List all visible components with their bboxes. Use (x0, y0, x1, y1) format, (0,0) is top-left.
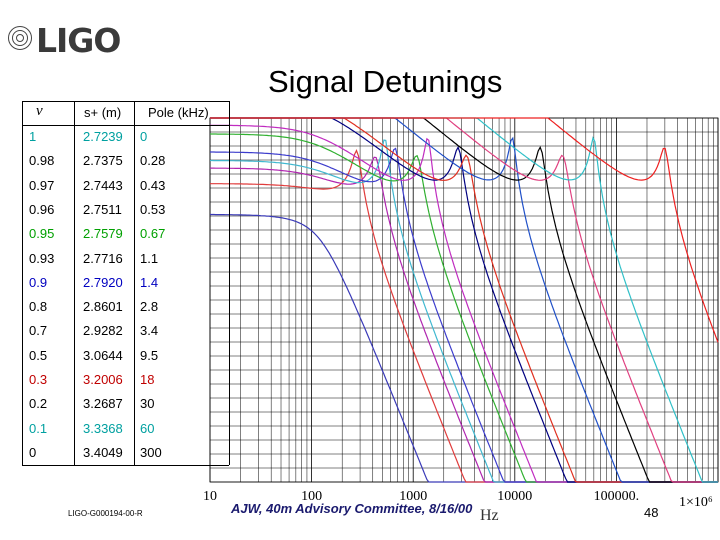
cell-splus: 2.8601 (83, 299, 123, 315)
cell-splus: 2.7375 (83, 153, 123, 169)
cell-splus: 2.7716 (83, 250, 123, 266)
cell-pole: 60 (140, 420, 155, 436)
cell-pole: 0.67 (140, 226, 166, 242)
cell-pole: 2.8 (140, 299, 159, 315)
table-row: 0.98 2.7375 0.28 (22, 149, 229, 173)
cell-nu: 0.1 (29, 420, 48, 436)
cell-pole: 1.1 (140, 250, 159, 266)
table-row: 0.2 3.2687 30 (22, 392, 229, 416)
cell-splus: 3.4049 (83, 444, 123, 460)
cell-nu: 0.96 (29, 201, 55, 217)
cell-pole: 30 (140, 396, 155, 412)
page-number: 48 (644, 505, 659, 520)
x-tick-label: 10000 (497, 489, 532, 504)
cell-splus: 2.7443 (83, 177, 123, 193)
cell-nu: 0.2 (29, 396, 48, 412)
table-row: 0 3.4049 300 (22, 441, 229, 465)
cell-nu: 1 (29, 129, 37, 144)
table-row: 0.95 2.7579 0.67 (22, 222, 229, 246)
table-rule (22, 125, 229, 126)
cell-pole: 18 (140, 372, 155, 387)
cell-splus: 3.2006 (83, 372, 123, 387)
x-tick-label: 100 (301, 489, 322, 504)
x-axis-unit: Hz (480, 507, 499, 524)
cell-pole: 3.4 (140, 323, 159, 339)
cell-nu: 0.9 (29, 274, 48, 290)
x-tick-label: 100000. (594, 489, 640, 504)
header-splus: s+ (m) (84, 105, 122, 120)
x-axis-tick-labels: 10 100 1000 10000 100000. (203, 489, 639, 504)
header-pole: Pole (kHz) (148, 105, 209, 120)
slide-title: Signal Detunings (268, 64, 503, 99)
cell-nu: 0.93 (29, 250, 55, 266)
cell-splus: 3.0644 (83, 347, 123, 363)
table-column-rule (22, 101, 23, 466)
header-nu: ν (36, 103, 43, 119)
cell-nu: 0.5 (29, 347, 48, 363)
cell-nu: 0.8 (29, 299, 48, 315)
table-rule (22, 465, 229, 467)
x-tick-label-1e6: 1×10⁶ (679, 495, 713, 510)
cell-pole: 0 (140, 129, 148, 144)
table-row: 0.3 3.2006 18 (22, 368, 229, 392)
cell-splus: 2.7511 (83, 201, 122, 217)
ligo-logo-text: LIGO (36, 20, 121, 60)
ligo-logo: LIGO (6, 20, 121, 60)
cell-nu: 0.3 (29, 372, 48, 387)
chart-grid (209, 117, 719, 483)
cell-nu: 0.97 (29, 177, 55, 193)
x-tick-label: 1000 (399, 489, 427, 504)
table-row: 0.97 2.7443 0.43 (22, 174, 229, 198)
cell-pole: 1.4 (140, 274, 159, 290)
chart-curves (209, 117, 719, 483)
cell-pole: 0.43 (140, 177, 166, 193)
cell-splus: 3.2687 (83, 396, 123, 412)
table-row: 0.96 2.7511 0.53 (22, 198, 229, 222)
cell-splus: 3.3368 (83, 420, 123, 436)
cell-splus: 2.7239 (83, 129, 123, 144)
series-line (210, 213, 718, 483)
cell-pole: 300 (140, 444, 162, 460)
table-row: 0.5 3.0644 9.5 (22, 344, 229, 368)
table-column-rule (74, 101, 75, 466)
table-column-rule (134, 101, 135, 466)
table-rule (22, 101, 229, 102)
cell-splus: 2.7579 (83, 226, 123, 242)
cell-nu: 0.98 (29, 153, 55, 169)
series-line (210, 156, 718, 483)
table-row: 0.93 2.7716 1.1 (22, 247, 229, 271)
cell-nu: 0 (29, 444, 37, 460)
x-tick-label: 10 (203, 489, 217, 504)
table-column-rule (229, 101, 230, 466)
cell-pole: 9.5 (140, 347, 159, 363)
cell-nu: 0.7 (29, 323, 48, 339)
cell-nu: 0.95 (29, 226, 55, 242)
cell-splus: 2.9282 (83, 323, 123, 339)
table-row: 1 2.7239 0 (22, 125, 229, 149)
ligo-logo-mark (6, 20, 34, 60)
cell-pole: 0.28 (140, 153, 166, 169)
series-line (210, 117, 719, 343)
cell-splus: 2.7920 (83, 274, 123, 290)
table-header-row: ν s+ (m) Pole (kHz) (22, 101, 229, 125)
cell-pole: 0.53 (140, 201, 166, 217)
table-row: 0.8 2.8601 2.8 (22, 295, 229, 319)
table-row: 0.1 3.3368 60 (22, 417, 229, 441)
document-id: LIGO-G000194-00-R (68, 509, 143, 518)
table-row: 0.9 2.7920 1.4 (22, 271, 229, 295)
footer-citation: AJW, 40m Advisory Committee, 8/16/00 (231, 501, 473, 516)
table-row: 0.7 2.9282 3.4 (22, 319, 229, 343)
